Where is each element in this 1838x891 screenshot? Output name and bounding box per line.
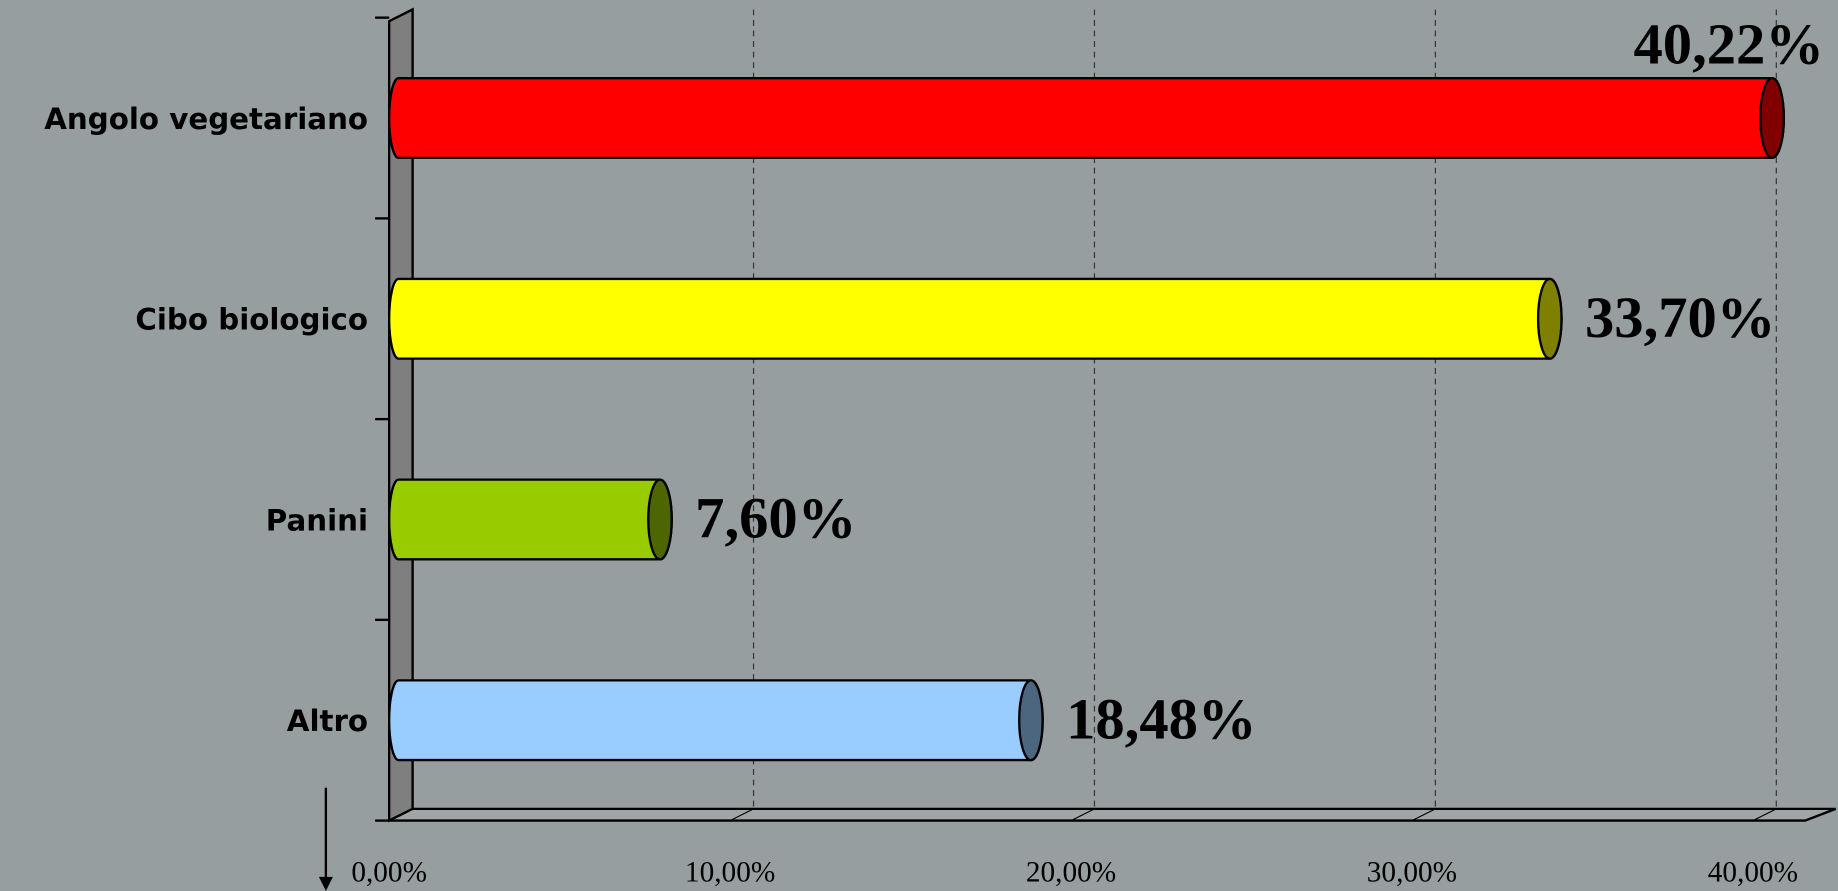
floor (388, 807, 1837, 822)
y-tick-label: Cibo biologico (135, 303, 368, 337)
y-tick-label: Altro (287, 704, 368, 738)
bar (387, 478, 673, 561)
arrow-head (318, 876, 333, 891)
bar-cap (1536, 277, 1563, 360)
x-tick-label: 30,00% (1367, 857, 1457, 889)
x-tick-label: 10,00% (685, 857, 775, 889)
tick-mark (388, 808, 413, 822)
tick-mark (1070, 808, 1095, 822)
value-label: 33,70% (1585, 285, 1775, 350)
value-label: 40,22% (1633, 11, 1823, 76)
y-tick-label: Panini (266, 503, 368, 537)
bar-cap (647, 478, 673, 561)
x-tick-label: 20,00% (1026, 857, 1116, 889)
bar (387, 679, 1044, 762)
tick-mark (1752, 808, 1777, 822)
value-label: 7,60% (695, 486, 856, 551)
tick-mark (729, 808, 754, 822)
value-label: 18,48% (1066, 686, 1256, 751)
bar (387, 277, 1563, 360)
x-tick-label: 0,00% (351, 857, 427, 889)
bar-cap (1759, 76, 1785, 160)
y-tick-label: Angolo vegetariano (44, 102, 368, 136)
x-tick-label: 40,00% (1708, 857, 1798, 889)
bar-cap (1018, 679, 1044, 762)
tick-mark (1411, 808, 1436, 822)
bar (387, 76, 1785, 160)
